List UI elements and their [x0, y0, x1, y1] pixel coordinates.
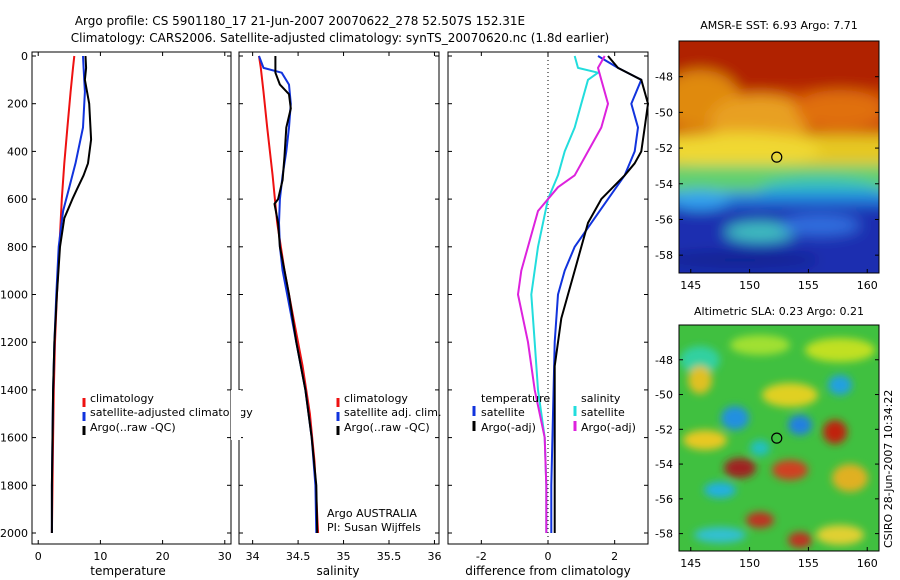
temperature-legend: climatology satellite-adjusted climatolo… [82, 392, 253, 435]
sla-map [679, 325, 879, 551]
map-y-tick-label: -54 [655, 458, 673, 471]
argo-agency: Argo AUSTRALIA [327, 507, 417, 520]
map-y-tick-label: -58 [655, 528, 673, 541]
legend-climatology: climatology [90, 392, 154, 405]
difference-panel-frame [447, 51, 649, 545]
map-x-tick-label: 145 [680, 557, 701, 570]
series-line [273, 56, 319, 534]
x-tick-label: 35 [337, 550, 351, 563]
temperature-panel-frame [31, 51, 232, 545]
temperature-xlabel: temperature [90, 564, 165, 578]
series-line [50, 55, 93, 533]
series-line [517, 55, 609, 533]
legend-salinity-title: salinity [581, 392, 621, 405]
legend-satellite-adjusted: satellite-adjusted climatology [90, 406, 253, 419]
map-y-tick-label: -50 [655, 389, 673, 402]
x-tick-label: 36 [427, 550, 441, 563]
x-tick-label: 20 [156, 550, 170, 563]
depth-tick-label: 600 [7, 193, 28, 206]
map-x-tick-label: 155 [798, 279, 819, 292]
sst-map-title: AMSR-E SST: 6.93 Argo: 7.71 [700, 19, 858, 32]
series-line [553, 55, 649, 533]
depth-tick-label: 2000 [0, 527, 28, 540]
sla-map-axes: 145 150 155 160 -48 -50 -52 -54 -56 -58 [655, 354, 879, 570]
difference-xlabel: difference from climatology [465, 564, 631, 578]
x-tick-label: 30 [218, 550, 232, 563]
depth-tick-label: 1200 [0, 336, 28, 349]
argo-position-marker [771, 151, 783, 163]
difference-legend: temperature satellite Argo(-adj) salinit… [472, 392, 636, 434]
map-x-tick-label: 150 [739, 279, 760, 292]
depth-tick-label: 800 [7, 241, 28, 254]
map-y-tick-label: -52 [655, 423, 673, 436]
sst-map [679, 41, 879, 273]
x-tick-label: 0 [35, 550, 42, 563]
x-tick-label: 0 [545, 550, 552, 563]
legend-satellite-adj-sal: satellite adj. clim. [344, 406, 441, 419]
x-tick-label: 35.5 [377, 550, 402, 563]
depth-tick-label: 1400 [0, 384, 28, 397]
map-y-tick-label: -54 [655, 178, 673, 191]
depth-tick-label: 1600 [0, 432, 28, 445]
sla-map-title: Altimetric SLA: 0.23 Argo: 0.21 [694, 305, 864, 318]
argo-pi: PI: Susan Wijffels [327, 521, 421, 534]
map-x-tick-label: 160 [857, 279, 878, 292]
x-tick-label: 2 [611, 550, 618, 563]
temperature-panel: 0 10 20 30 [32, 52, 232, 563]
map-y-tick-label: -56 [655, 493, 673, 506]
difference-panel: -2 0 2 [448, 52, 649, 563]
depth-tick-label: 0 [21, 50, 28, 63]
series-line [550, 55, 643, 533]
legend-sal-argo: Argo(-adj) [581, 421, 636, 434]
salinity-xlabel: salinity [316, 564, 359, 578]
depth-axis: 0 200 400 600 800 1000 1200 1400 1600 1800 2000 [0, 50, 28, 540]
legend-temp-argo: Argo(-adj) [481, 421, 536, 434]
map-y-tick-label: -50 [655, 106, 673, 119]
legend-sal-satellite: satellite [581, 406, 625, 419]
salinity-panel: 34 34.5 35 35.5 36 [239, 52, 441, 563]
map-x-tick-label: 160 [857, 557, 878, 570]
legend-climatology-sal: climatology [344, 392, 408, 405]
map-y-tick-label: -48 [655, 71, 673, 84]
map-x-tick-label: 155 [798, 557, 819, 570]
x-tick-label: 34.5 [286, 550, 311, 563]
argo-position-marker [771, 432, 783, 444]
map-y-tick-label: -48 [655, 354, 673, 367]
depth-tick-label: 200 [7, 98, 28, 111]
map-y-tick-label: -56 [655, 213, 673, 226]
map-x-tick-label: 150 [739, 557, 760, 570]
x-tick-label: 10 [93, 550, 107, 563]
x-tick-label: -2 [476, 550, 487, 563]
series-line [530, 55, 599, 533]
legend-temp-satellite: satellite [481, 406, 525, 419]
legend-temperature-title: temperature [481, 392, 550, 405]
sla-map-frame [678, 324, 880, 552]
figure-title-line2: Climatology: CARS2006. Satellite-adjuste… [71, 31, 609, 45]
credit-timestamp: CSIRO 28-Jun-2007 10:34:22 [882, 390, 895, 548]
x-tick-label: 34 [246, 550, 260, 563]
legend-argo: Argo(..raw -QC) [90, 421, 176, 434]
sst-map-frame [678, 40, 880, 274]
sst-map-axes: 145 150 155 160 -48 -50 -52 -54 -56 -58 [655, 71, 879, 292]
depth-tick-label: 1000 [0, 289, 28, 302]
salinity-panel-frame [238, 51, 440, 545]
map-x-tick-label: 145 [680, 279, 701, 292]
figure-title-line1: Argo profile: CS 5901180_17 21-Jun-2007 … [75, 14, 525, 28]
map-y-tick-label: -58 [655, 249, 673, 262]
salinity-legend: climatology satellite adj. clim. Argo(..… [327, 392, 441, 534]
legend-argo-sal: Argo(..raw -QC) [344, 421, 430, 434]
depth-tick-label: 1800 [0, 479, 28, 492]
map-y-tick-label: -52 [655, 142, 673, 155]
series-line [50, 55, 76, 534]
depth-tick-label: 400 [7, 145, 28, 158]
